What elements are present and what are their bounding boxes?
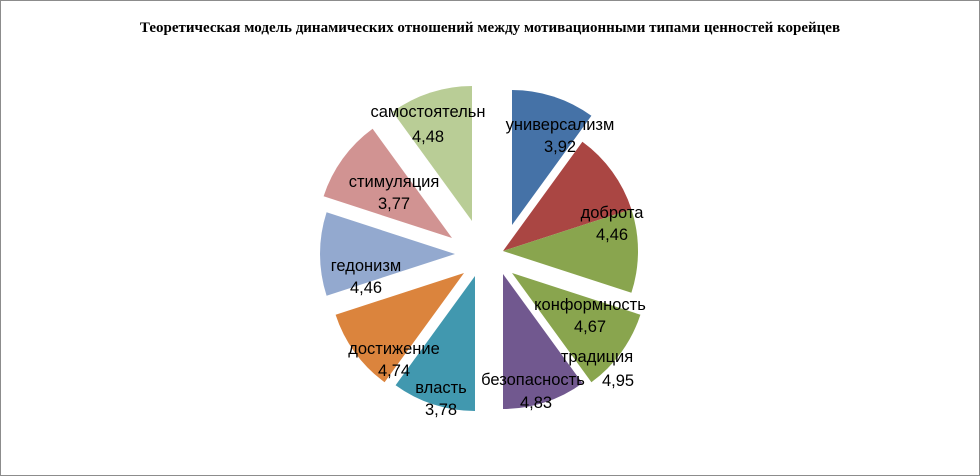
pie-slice-9	[323, 128, 452, 238]
slice-value-label: 4,46	[350, 279, 382, 297]
slice-value-label: 3,92	[544, 138, 576, 156]
slice-label: власть	[415, 379, 467, 397]
pie-slice-1	[512, 89, 592, 225]
pie-slice-3	[512, 273, 641, 383]
slice-label: доброта	[581, 204, 645, 222]
slice-label: достижение	[348, 340, 440, 358]
slice-label: конформность	[534, 296, 646, 314]
pie-slice-10	[392, 85, 472, 221]
slice-label: самостоятельн	[370, 103, 485, 121]
slice-value-label: 4,83	[520, 394, 552, 412]
chart-title: Теоретическая модель динамических отноше…	[139, 20, 841, 36]
slice-value-label: 3,78	[425, 401, 457, 419]
slice-label: безопасность	[481, 371, 585, 389]
slice-label: гедонизм	[331, 257, 402, 275]
pie-slice-6	[395, 276, 475, 411]
slice-label: стимуляция	[349, 173, 440, 191]
slice-value-label: 4,46	[596, 226, 628, 244]
pie-slice-2	[503, 141, 632, 251]
slice-value-label: 4,67	[574, 318, 606, 336]
pie-slice-7	[335, 273, 464, 383]
slice-value-label: 3,77	[378, 195, 410, 213]
pie-slice-8	[319, 212, 455, 296]
slice-value-label: 4,48	[412, 128, 444, 146]
slice-label: универсализм	[506, 116, 615, 134]
pie-slice-4	[503, 209, 639, 293]
slice-label: традиция	[561, 348, 633, 366]
pie-slice-5	[503, 274, 583, 409]
slice-value-label: 4,74	[378, 362, 410, 380]
slice-value-label: 4,95	[602, 372, 634, 390]
